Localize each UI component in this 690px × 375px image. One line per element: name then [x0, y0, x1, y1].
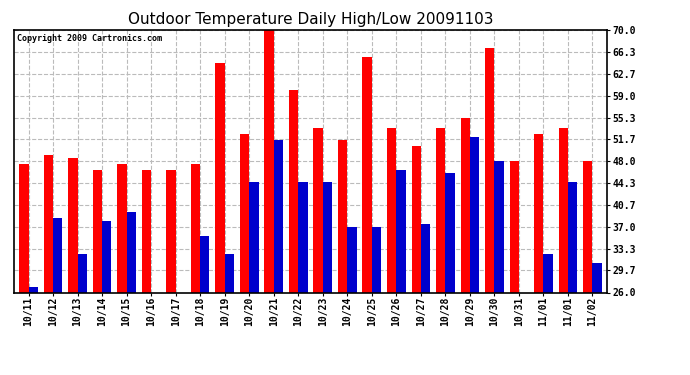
Bar [264, 30, 274, 292]
Bar [249, 182, 259, 292]
Bar [142, 170, 151, 292]
Bar [191, 164, 200, 292]
Bar [495, 161, 504, 292]
Bar [200, 236, 210, 292]
Bar [338, 140, 347, 292]
Bar [421, 224, 430, 292]
Bar [166, 170, 176, 292]
Bar [68, 158, 77, 292]
Bar [274, 140, 283, 292]
Bar [240, 134, 249, 292]
Bar [323, 182, 332, 292]
Bar [215, 63, 225, 292]
Bar [485, 48, 495, 292]
Bar [559, 128, 568, 292]
Bar [510, 161, 519, 292]
Bar [411, 146, 421, 292]
Bar [43, 155, 53, 292]
Bar [460, 118, 470, 292]
Bar [445, 173, 455, 292]
Bar [583, 161, 593, 292]
Bar [470, 137, 479, 292]
Bar [28, 286, 38, 292]
Bar [102, 221, 111, 292]
Bar [77, 254, 87, 292]
Bar [53, 218, 62, 292]
Bar [19, 164, 28, 292]
Bar [568, 182, 578, 292]
Bar [347, 227, 357, 292]
Bar [534, 134, 544, 292]
Title: Outdoor Temperature Daily High/Low 20091103: Outdoor Temperature Daily High/Low 20091… [128, 12, 493, 27]
Bar [298, 182, 308, 292]
Bar [225, 254, 234, 292]
Bar [387, 128, 396, 292]
Bar [436, 128, 445, 292]
Bar [372, 227, 381, 292]
Bar [544, 254, 553, 292]
Bar [126, 212, 136, 292]
Bar [593, 262, 602, 292]
Bar [92, 170, 102, 292]
Bar [362, 57, 372, 292]
Bar [313, 128, 323, 292]
Bar [289, 90, 298, 292]
Bar [117, 164, 126, 292]
Bar [396, 170, 406, 292]
Text: Copyright 2009 Cartronics.com: Copyright 2009 Cartronics.com [17, 34, 161, 43]
